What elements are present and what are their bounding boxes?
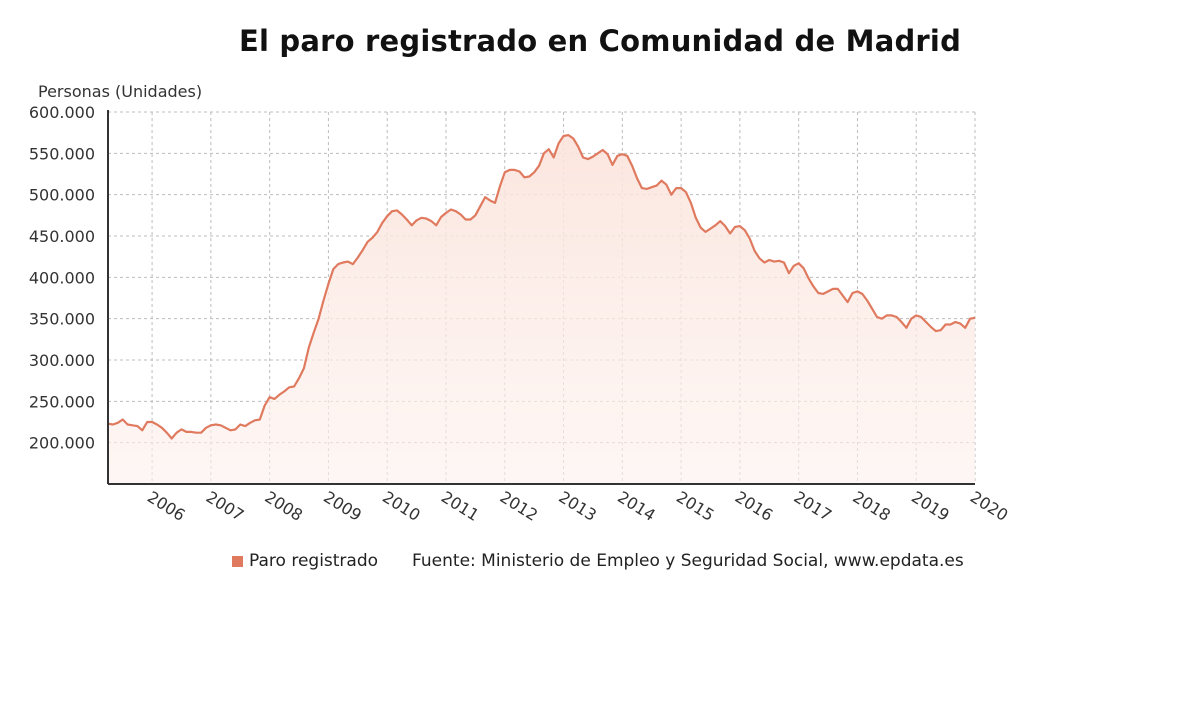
- x-tick-label: 2020: [967, 487, 1012, 525]
- x-tick-label: 2009: [320, 487, 365, 525]
- x-tick-label: 2016: [732, 487, 777, 525]
- y-tick-label: 300.000: [29, 351, 95, 370]
- axes: [107, 110, 975, 485]
- x-tick-label: 2011: [438, 487, 483, 525]
- x-tick-label: 2017: [791, 487, 836, 525]
- y-tick-label: 200.000: [29, 434, 95, 453]
- chart-title: El paro registrado en Comunidad de Madri…: [238, 24, 962, 58]
- x-tick-label: 2008: [262, 487, 307, 525]
- y-tick-label: 600.000: [29, 103, 95, 122]
- x-tick-label: 2006: [144, 487, 189, 525]
- legend-series-label: Paro registrado: [249, 551, 379, 571]
- series-area: [108, 135, 975, 484]
- x-tick-labels: 2006 2007 2008 2009 2010 2011 2012 2013 2014 2015…: [144, 487, 1012, 525]
- x-tick-label: 2018: [849, 487, 894, 525]
- y-axis-label: Personas (Unidades): [38, 82, 202, 101]
- series-line-layer: [107, 134, 976, 440]
- x-tick-label: 2019: [908, 487, 953, 525]
- y-tick-label: 450.000: [29, 227, 95, 246]
- x-tick-label: 2012: [497, 487, 542, 525]
- y-tick-label: 400.000: [29, 268, 95, 287]
- area-fill: [108, 135, 975, 484]
- x-tick-label: 2007: [203, 487, 248, 525]
- x-tick-label: 2015: [673, 487, 718, 525]
- series-line-paro-registrado: [107, 134, 976, 440]
- y-tick-labels: 200.000 250.000 300.000 350.000 400.000 450.0…: [29, 103, 95, 453]
- legend: Paro registrado Fuente: Ministerio de Em…: [232, 551, 964, 571]
- y-tick-label: 250.000: [29, 392, 95, 411]
- y-tick-label: 500.000: [29, 186, 95, 205]
- x-tick-label: 2013: [555, 487, 600, 525]
- y-tick-label: 550.000: [29, 144, 95, 163]
- source-note: Fuente: Ministerio de Empleo y Seguridad…: [412, 551, 964, 571]
- legend-swatch: [232, 555, 243, 567]
- x-tick-label: 2010: [379, 487, 424, 525]
- y-tick-label: 350.000: [29, 310, 95, 329]
- x-tick-label: 2014: [614, 487, 659, 525]
